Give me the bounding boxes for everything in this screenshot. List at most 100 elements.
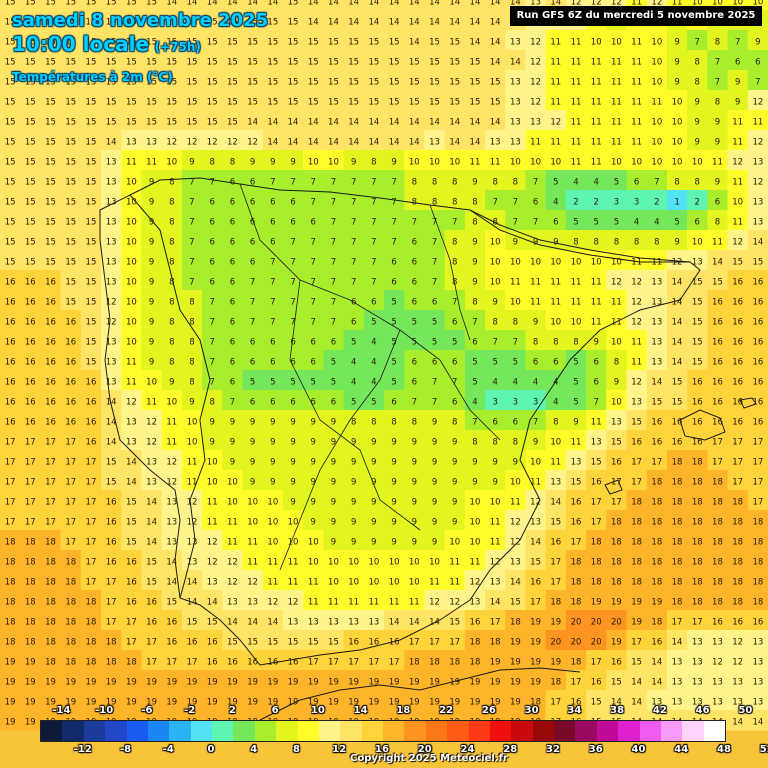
temperature-value: 14 [449, 0, 460, 8]
temperature-value: 13 [712, 698, 723, 708]
temperature-value: 16 [45, 338, 56, 348]
temperature-cell [404, 150, 426, 171]
temperature-value: 5 [472, 358, 477, 368]
temperature-value: 16 [732, 398, 743, 408]
temperature-cell [687, 450, 708, 471]
temperature-cell [545, 290, 567, 311]
legend-top-label: 34 [567, 705, 582, 716]
temperature-value: 16 [65, 378, 76, 388]
temperature-value: 18 [732, 538, 743, 548]
temperature-cell [606, 510, 628, 531]
temperature-cell [282, 310, 304, 331]
temperature-cell [20, 110, 42, 131]
temperature-value: 13 [146, 458, 157, 468]
temperature-cell [464, 370, 486, 391]
temperature-value: 18 [752, 518, 763, 528]
temperature-value: 15 [166, 78, 177, 88]
temperature-cell [747, 290, 768, 311]
temperature-cell [565, 50, 587, 71]
temperature-cell [586, 630, 607, 651]
temperature-cell [525, 190, 547, 211]
temperature-cell [424, 630, 446, 651]
temperature-value: 16 [45, 298, 56, 308]
temperature-cell [384, 570, 405, 591]
temperature-cell [202, 70, 223, 91]
temperature-cell [727, 90, 749, 111]
temperature-value: 12 [166, 458, 177, 468]
temperature-cell [363, 250, 385, 271]
temperature-cell [707, 490, 729, 511]
temperature-cell [101, 430, 122, 451]
temperature-value: 2 [654, 198, 659, 208]
temperature-cell [242, 50, 264, 71]
temperature-value: 8 [169, 198, 174, 208]
temperature-value: 8 [189, 298, 194, 308]
temperature-cell [262, 350, 284, 371]
temperature-cell [242, 290, 264, 311]
temperature-value: 15 [247, 98, 258, 108]
temperature-value: 14 [490, 0, 501, 8]
temperature-cell [282, 330, 304, 351]
temperature-value: 10 [187, 438, 198, 448]
temperature-value: 8 [492, 438, 497, 448]
temperature-cell [121, 270, 143, 291]
temperature-cell [626, 310, 648, 331]
temperature-value: 15 [86, 118, 97, 128]
color-legend: -14 -10 -6 -2 2 6 10 14 18 22 26 30 34 38 42 46 50 -12 -8… [40, 704, 768, 764]
temperature-value: 13 [510, 78, 521, 88]
temperature-value: 7 [533, 418, 538, 428]
temperature-cell [424, 310, 446, 331]
temperature-value: 9 [189, 158, 194, 168]
temperature-cell [444, 210, 466, 231]
temperature-cell [586, 290, 607, 311]
temperature-cell [586, 670, 607, 691]
temperature-cell [303, 430, 324, 451]
temperature-cell [80, 390, 102, 411]
temperature-value: 15 [146, 18, 157, 28]
temperature-cell [646, 530, 668, 551]
temperature-cell [505, 270, 527, 291]
temperature-value: 8 [573, 338, 578, 348]
temperature-cell [303, 290, 324, 311]
temperature-cell [424, 390, 446, 411]
temperature-cell [60, 370, 82, 391]
temperature-cell [161, 10, 183, 31]
temperature-value: 14 [672, 298, 683, 308]
legend-color-swatch [318, 721, 341, 741]
temperature-cell [343, 10, 365, 31]
temperature-value: 15 [86, 0, 97, 8]
temperature-cell [161, 150, 183, 171]
temperature-value: 17 [5, 498, 16, 508]
temperature-value: 14 [106, 418, 117, 428]
temperature-value: 9 [270, 418, 275, 428]
temperature-cell [707, 30, 729, 51]
temperature-cell [0, 250, 21, 271]
temperature-value: 10 [409, 158, 420, 168]
temperature-value: 19 [166, 678, 177, 688]
temperature-value: 12 [429, 598, 440, 608]
temperature-cell [464, 30, 486, 51]
temperature-cell [444, 170, 466, 191]
temperature-cell [222, 290, 244, 311]
temperature-cell [60, 670, 82, 691]
temperature-value: 15 [126, 0, 137, 8]
temperature-cell [0, 270, 21, 291]
temperature-cell [60, 70, 82, 91]
temperature-value: 4 [492, 378, 497, 388]
temperature-value: 6 [250, 178, 255, 188]
temperature-value: 13 [651, 298, 662, 308]
temperature-value: 15 [348, 98, 359, 108]
temperature-cell [323, 30, 345, 51]
temperature-cell [141, 0, 163, 11]
temperature-cell [444, 450, 466, 471]
temperature-cell [444, 130, 466, 151]
temperature-value: 9 [290, 158, 295, 168]
temperature-value: 14 [409, 0, 420, 8]
temperature-cell [363, 290, 385, 311]
temperature-cell [343, 310, 365, 331]
temperature-cell [666, 410, 688, 431]
temperature-cell [40, 130, 62, 151]
temperature-value: 7 [331, 218, 336, 228]
temperature-value: 5 [270, 378, 275, 388]
temperature-value: 6 [331, 398, 336, 408]
